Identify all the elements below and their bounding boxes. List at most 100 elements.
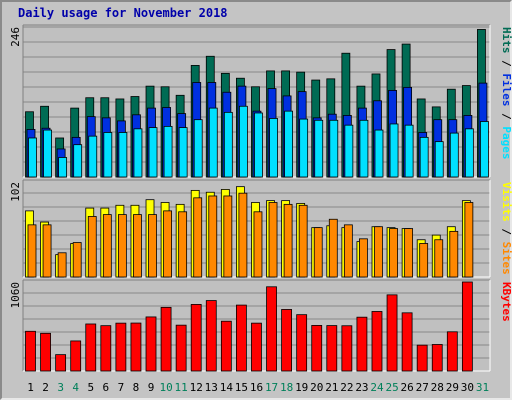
pages-bar (103, 132, 113, 178)
sites-bar (163, 210, 172, 278)
x-tick-label: 11 (175, 381, 188, 394)
y-max-label: 246 (9, 27, 22, 47)
x-tick-label: 17 (265, 381, 278, 394)
x-tick-label: 26 (401, 381, 414, 394)
kbytes-bar (115, 322, 127, 372)
kbytes-bar (341, 325, 353, 372)
sites-bar (102, 214, 112, 278)
sites-bar (193, 197, 203, 278)
pages-bar (193, 119, 203, 178)
series-label-part: / (500, 107, 512, 127)
kbytes-bar (296, 314, 308, 372)
kbytes-bar (386, 294, 398, 372)
x-tick-label: 14 (220, 381, 234, 394)
x-tick-label: 9 (148, 381, 155, 394)
sites-bar (434, 239, 444, 278)
kbytes-bar (326, 325, 338, 372)
series-label-part: / (500, 54, 512, 74)
kbytes-bar (190, 304, 202, 372)
x-tick-label: 2 (42, 381, 49, 394)
x-tick-label: 28 (431, 381, 444, 394)
sites-bar (464, 202, 474, 278)
x-tick-label: 7 (118, 381, 125, 394)
chart-title: Daily usage for November 2018 (18, 6, 228, 20)
pages-bar (344, 124, 354, 178)
x-tick-label: 16 (250, 381, 263, 394)
series-label-part: Pages (500, 126, 512, 159)
x-tick-label: 13 (205, 381, 218, 394)
kbytes-bar (85, 323, 97, 372)
kbytes-bar (130, 322, 142, 372)
sites-bar (343, 224, 353, 278)
sites-bar (359, 238, 368, 278)
sites-bar (72, 242, 82, 278)
sites-bar (449, 230, 459, 278)
y-axis-labels: 246 102 1060 Hits / Files / Pages Visits / S… (9, 27, 512, 322)
pages-bar (133, 128, 143, 178)
pages-bar (208, 107, 218, 178)
sites-bar (117, 214, 127, 278)
series-axis-label: KBytes (500, 282, 512, 322)
sites-bar (27, 224, 37, 278)
series-label-part: Visits (500, 182, 512, 222)
sites-bar (389, 228, 398, 278)
sites-bar (223, 195, 233, 278)
series-label-part: Files (500, 73, 512, 106)
x-tick-label: 3 (57, 381, 64, 394)
series-axis-label: Visits / Sites (500, 182, 512, 275)
kbytes-bar (251, 322, 262, 372)
y-max-label: 1060 (9, 282, 22, 309)
kbytes-bar (145, 316, 157, 372)
pages-bar (299, 118, 309, 178)
kbytes-bar (40, 332, 51, 372)
pages-bar (374, 129, 384, 178)
chart-panels (22, 24, 491, 372)
sites-bar (208, 195, 218, 278)
x-tick-label: 12 (190, 381, 203, 394)
x-tick-label: 19 (295, 381, 308, 394)
kbytes-bar (70, 340, 82, 372)
sites-bar (238, 192, 248, 278)
x-tick-label: 27 (416, 381, 429, 394)
x-tick-label: 21 (325, 381, 338, 394)
x-tick-label: 4 (72, 381, 79, 394)
x-tick-label: 22 (340, 381, 353, 394)
series-label-part: / (500, 222, 512, 242)
x-tick-label: 10 (159, 381, 172, 394)
kbytes-bar (175, 324, 187, 372)
kbytes-bar (236, 304, 247, 372)
sites-bar (42, 224, 52, 278)
pages-bar (223, 111, 233, 178)
sites-bar (283, 203, 293, 278)
pages-bar (329, 119, 339, 178)
kbytes-bar (55, 354, 67, 372)
x-tick-label: 1 (27, 381, 34, 394)
sites-bar (419, 243, 429, 278)
pages-bar (178, 127, 188, 178)
pages-bar (43, 129, 52, 178)
sites-bar (404, 228, 414, 278)
kbytes-bar (401, 312, 413, 372)
kbytes-bar (281, 309, 292, 372)
pages-bar (449, 132, 459, 178)
x-tick-label: 29 (446, 381, 459, 394)
chart-bars (25, 29, 489, 372)
x-axis-labels: 1 2 3 4 5 6 7 8 9 10 11 12 13 14 15 16 17 18 19 20 21 22 23 24 2… (27, 381, 489, 394)
pages-bar (58, 157, 68, 178)
pages-bar (118, 132, 128, 178)
kbytes-bar (371, 311, 383, 372)
pages-bar (88, 135, 98, 178)
kbytes-bar (431, 344, 443, 372)
pages-bar (269, 118, 278, 178)
sites-bar (148, 214, 157, 278)
sites-bar (374, 226, 383, 278)
kbytes-bar (220, 320, 232, 372)
pages-bar (419, 136, 429, 178)
x-tick-label: 18 (280, 381, 293, 394)
x-tick-label: 6 (103, 381, 110, 394)
x-tick-label: 8 (133, 381, 140, 394)
y-max-label: 102 (9, 182, 22, 202)
sites-bar (268, 202, 278, 278)
sites-bar (328, 218, 338, 278)
kbytes-bar (205, 300, 217, 372)
